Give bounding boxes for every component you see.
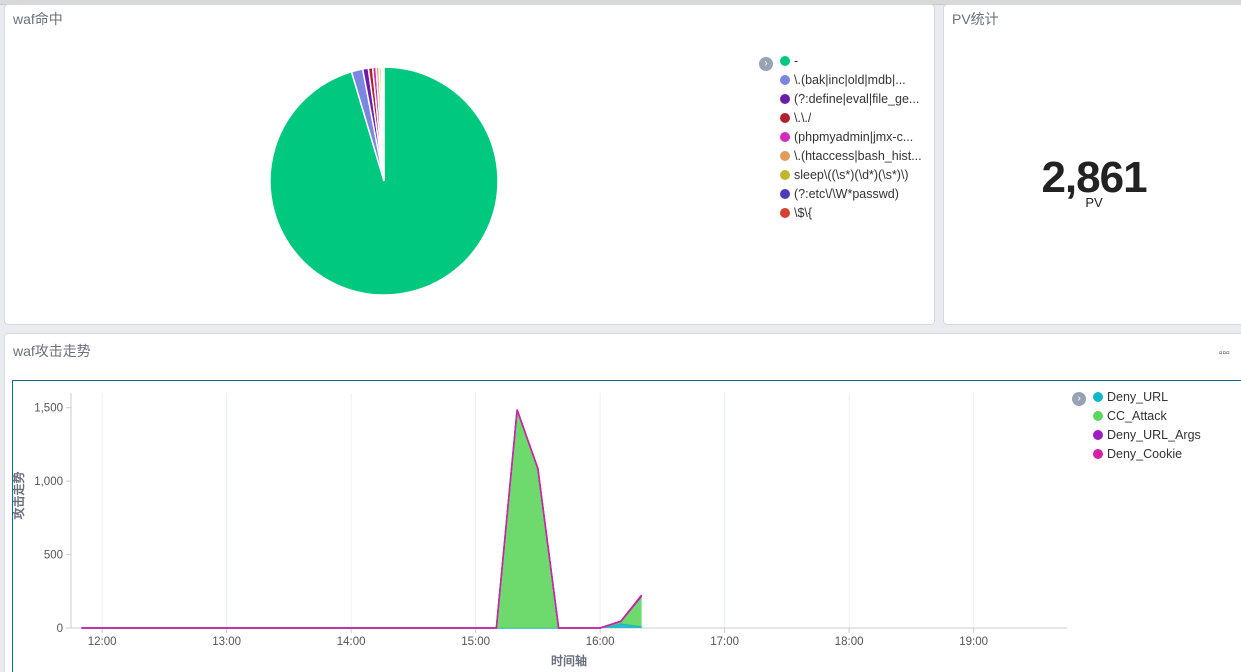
- series-line: [81, 409, 643, 629]
- area-chart: 0 500 1,000 1,500 12:00 13:00 14:00 15:00 16:00 1…: [13, 393, 1067, 668]
- panel-title: PV统计: [952, 11, 999, 27]
- pv-stats-panel: PV统计 2,861 PV: [943, 4, 1241, 325]
- legend-label: Deny_URL_Args: [1107, 427, 1201, 442]
- legend-label: (phpmyadmin|jmx-c...: [794, 129, 914, 144]
- legend-label: \.(htaccess|bash_hist...: [794, 148, 922, 163]
- legend-dot: [1093, 410, 1103, 421]
- legend-item[interactable]: \.(bak|inc|old|mdb|...: [780, 70, 922, 89]
- series-area[interactable]: [81, 410, 642, 628]
- area-legend: Deny_URL CC_Attack Deny_URL_Args Deny_Cooki…: [1093, 387, 1201, 463]
- legend-item[interactable]: (?:etc\/\W*passwd): [780, 184, 922, 203]
- y-tick-label: 1,500: [34, 403, 63, 415]
- legend-dot: [780, 55, 790, 66]
- legend-dot: [780, 74, 790, 85]
- legend-label: \$\{: [794, 205, 813, 220]
- panel-options-icon[interactable]: ▫▫▫: [1219, 348, 1230, 359]
- legend-toggle-icon[interactable]: ›: [1072, 392, 1086, 406]
- y-axis-title: 攻击走势: [13, 471, 26, 519]
- x-tick-label: 17:00: [710, 636, 739, 648]
- legend-dot: [780, 169, 790, 180]
- pie-slice[interactable]: [381, 66, 385, 182]
- legend-dot: [780, 112, 790, 123]
- series-area[interactable]: [81, 409, 642, 628]
- legend-item[interactable]: \.\./: [780, 108, 922, 127]
- waf-hits-panel: waf命中 › - \.(bak|inc|old|mdb|... (?:define…: [4, 4, 935, 325]
- series-line: [81, 410, 643, 629]
- legend-dot: [780, 131, 790, 142]
- legend-dot: [1093, 391, 1103, 402]
- legend-label: (?:define|eval|file_ge...: [794, 91, 920, 106]
- x-tick-label: 14:00: [337, 636, 366, 648]
- x-axis-title: 时间轴: [551, 653, 587, 668]
- legend-label: (?:etc\/\W*passwd): [794, 186, 899, 201]
- legend-dot: [1093, 448, 1103, 459]
- legend-item[interactable]: sleep\((\s*)(\d*)(\s*)\): [780, 165, 922, 184]
- x-tick-label: 13:00: [212, 636, 241, 648]
- legend-label: Deny_Cookie: [1107, 446, 1183, 461]
- legend-label: Deny_URL: [1107, 389, 1169, 404]
- metric-label: PV: [1085, 195, 1103, 210]
- legend-item[interactable]: (phpmyadmin|jmx-c...: [780, 127, 922, 146]
- waf-attack-trend-panel: waf攻击走势 ▫▫▫ 0 500 1,000 1,500 12:00 13:00 14:0…: [4, 333, 1241, 672]
- legend-dot: [780, 207, 790, 218]
- panel-title: waf攻击走势: [13, 343, 91, 359]
- legend-dot: [780, 188, 790, 199]
- legend-label: -: [794, 53, 799, 68]
- y-tick-label: 1,000: [34, 476, 63, 488]
- x-tick-label: 19:00: [959, 636, 988, 648]
- legend-label: \.\./: [794, 110, 812, 125]
- x-tick-label: 12:00: [88, 636, 117, 648]
- panel-title: waf命中: [13, 11, 63, 27]
- legend-item[interactable]: Deny_URL_Args: [1093, 425, 1201, 444]
- legend-item[interactable]: Deny_URL: [1093, 387, 1201, 406]
- legend-label: CC_Attack: [1107, 408, 1167, 423]
- metric-value: 2,861: [1041, 153, 1147, 202]
- legend-item[interactable]: Deny_Cookie: [1093, 444, 1201, 463]
- legend-item[interactable]: \.(htaccess|bash_hist...: [780, 146, 922, 165]
- legend-label: sleep\((\s*)(\d*)(\s*)\): [794, 167, 909, 182]
- y-tick-label: 0: [57, 623, 63, 635]
- pie-legend: - \.(bak|inc|old|mdb|... (?:define|eval|fi…: [780, 51, 922, 222]
- legend-dot: [1093, 429, 1103, 440]
- x-tick-label: 16:00: [586, 636, 615, 648]
- legend-toggle-icon[interactable]: ›: [759, 57, 773, 71]
- chart-container: 0 500 1,000 1,500 12:00 13:00 14:00 15:00 16:00 1…: [12, 380, 1241, 672]
- series-line: [81, 409, 643, 629]
- pie-chart: [269, 66, 499, 296]
- legend-item[interactable]: -: [780, 51, 922, 70]
- y-tick-label: 500: [44, 550, 63, 562]
- legend-dot: [780, 150, 790, 161]
- legend-item[interactable]: CC_Attack: [1093, 406, 1201, 425]
- legend-dot: [780, 93, 790, 104]
- series-area[interactable]: [81, 409, 642, 628]
- legend-label: \.(bak|inc|old|mdb|...: [794, 72, 906, 87]
- legend-item[interactable]: \$\{: [780, 203, 922, 222]
- legend-item[interactable]: (?:define|eval|file_ge...: [780, 89, 922, 108]
- x-tick-label: 15:00: [461, 636, 490, 648]
- x-tick-label: 18:00: [835, 636, 864, 648]
